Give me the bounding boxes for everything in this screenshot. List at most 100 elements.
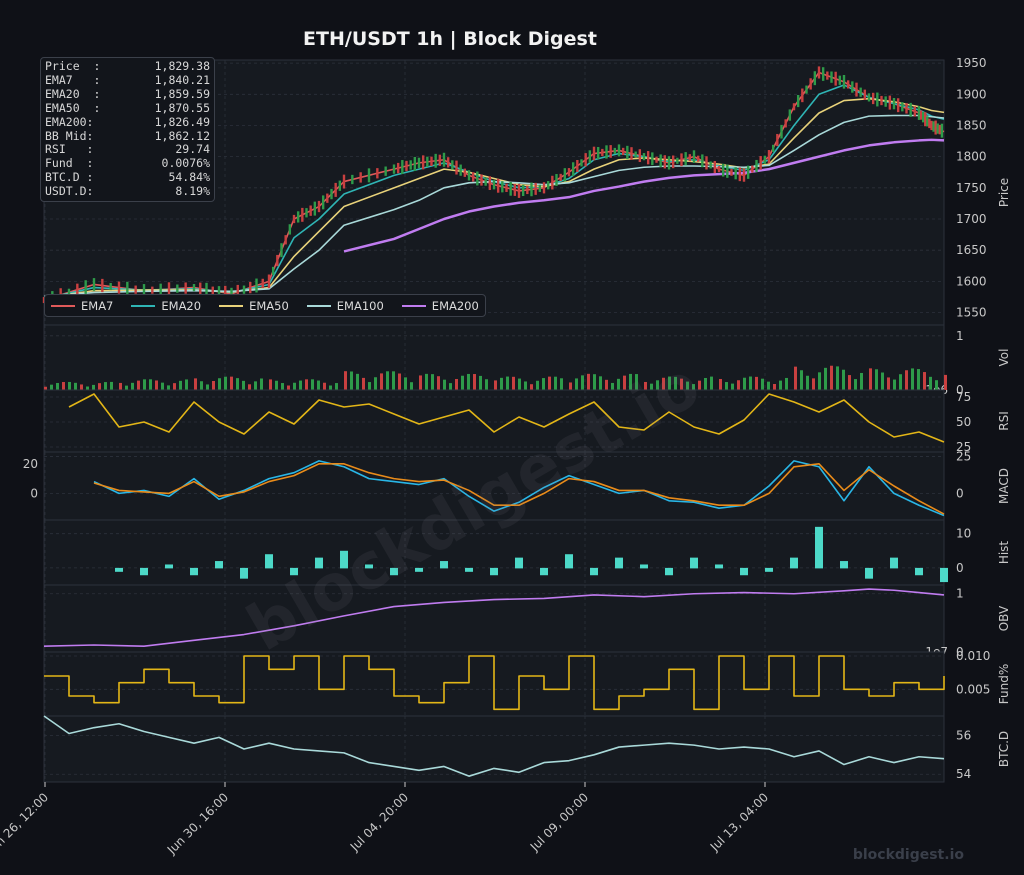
volume-bar: [824, 367, 827, 390]
volume-bar: [818, 372, 821, 390]
y-tick-label-left: 20: [23, 457, 38, 471]
candle: [526, 185, 529, 195]
volume-bar: [917, 369, 920, 390]
candle: [671, 155, 675, 169]
volume-bar: [242, 380, 245, 390]
hist-bar: [890, 557, 898, 569]
panel-btcd: [43, 715, 945, 783]
series-line-btcd: [43, 715, 945, 777]
info-value: 1,829.38: [154, 59, 210, 73]
volume-bar: [524, 381, 527, 390]
hist-bar: [765, 567, 773, 572]
y-tick-label: 50: [956, 415, 971, 429]
candle: [788, 109, 792, 121]
candle: [926, 116, 929, 127]
candle: [284, 235, 287, 245]
candle: [434, 153, 437, 168]
info-row: RSI : 29.74: [45, 143, 210, 157]
volume-bar: [368, 382, 371, 390]
volume-bar: [218, 378, 221, 390]
legend-label: EMA200: [431, 298, 479, 313]
volume-bar: [479, 375, 482, 390]
candle: [746, 165, 750, 179]
info-row: BTC.D : 54.84%: [45, 170, 210, 185]
volume-bar: [410, 382, 413, 390]
candle: [896, 98, 900, 113]
candle: [709, 161, 712, 169]
info-row: EMA200: 1,826.49: [45, 115, 210, 130]
x-tick-label: Jul 09, 00:00: [527, 790, 591, 854]
candle: [940, 123, 944, 138]
candle: [621, 147, 625, 156]
candle: [305, 208, 308, 218]
candle: [292, 214, 296, 224]
y-axis-label: RSI: [997, 411, 1011, 431]
volume-bar: [581, 375, 584, 390]
y-tick-label: 1850: [956, 118, 987, 132]
candle: [755, 159, 758, 173]
hist-bar: [140, 567, 148, 576]
y-axis-label: Fund%: [997, 664, 1011, 704]
volume-bar: [767, 381, 770, 390]
hist-bar: [515, 557, 523, 569]
info-label: BB Mid:: [45, 128, 94, 143]
volume-bar: [554, 376, 557, 390]
candle: [351, 174, 354, 185]
x-tick-label: Jul 04, 20:00: [347, 790, 411, 854]
volume-bar: [656, 380, 659, 390]
volume-bar: [281, 383, 284, 390]
volume-bar: [494, 380, 497, 390]
candle: [421, 155, 425, 170]
volume-bar: [548, 376, 551, 390]
volume-bar: [629, 373, 632, 390]
volume-bar: [317, 380, 320, 390]
volume-bar: [200, 381, 203, 390]
info-row: EMA20 : 1,859.59: [45, 87, 210, 102]
watermark: blockdigest.io: [852, 847, 964, 863]
candle: [796, 94, 800, 108]
volume-bar: [860, 372, 863, 390]
volume-bar: [668, 376, 671, 390]
hist-bar: [590, 567, 598, 576]
candle: [928, 118, 931, 129]
volume-bar: [467, 373, 470, 390]
legend-label: EMA7: [81, 298, 114, 313]
candle: [813, 71, 817, 86]
volume-bar: [593, 374, 596, 390]
hist-bar: [165, 564, 173, 569]
volume-bar: [194, 378, 197, 390]
volume-bar: [92, 384, 95, 390]
volume-bar: [110, 381, 113, 390]
volume-bar: [323, 382, 326, 390]
info-row: EMA7 : 1,840.21: [45, 73, 210, 88]
candle: [446, 157, 450, 168]
hist-bar: [365, 564, 373, 569]
hist-bar: [915, 567, 923, 576]
info-value: 1,862.12: [154, 128, 210, 143]
volume-bar: [212, 380, 215, 390]
candle: [159, 283, 162, 296]
candle: [601, 148, 604, 157]
volume-bar: [911, 368, 914, 390]
volume-bar: [356, 373, 359, 390]
x-tick-label: Jun 26, 12:00: [0, 790, 51, 857]
candle: [559, 173, 562, 182]
volume-bar: [662, 377, 665, 390]
y-tick-label: 56: [956, 728, 971, 742]
legend-swatch: [401, 304, 426, 307]
candle: [501, 181, 504, 193]
volume-bar: [149, 379, 152, 390]
legend-item: EMA200: [401, 298, 479, 313]
hist-bar: [290, 567, 298, 576]
candle: [834, 71, 837, 86]
legend-item: EMA50: [219, 299, 289, 313]
volume-bar: [119, 382, 122, 390]
volume-bar: [674, 376, 677, 390]
candle: [751, 165, 754, 173]
y-tick-label: 1900: [956, 87, 987, 101]
volume-bar: [275, 380, 278, 390]
candle: [901, 102, 904, 112]
volume-bar: [542, 378, 545, 390]
volume-bar: [80, 384, 83, 390]
